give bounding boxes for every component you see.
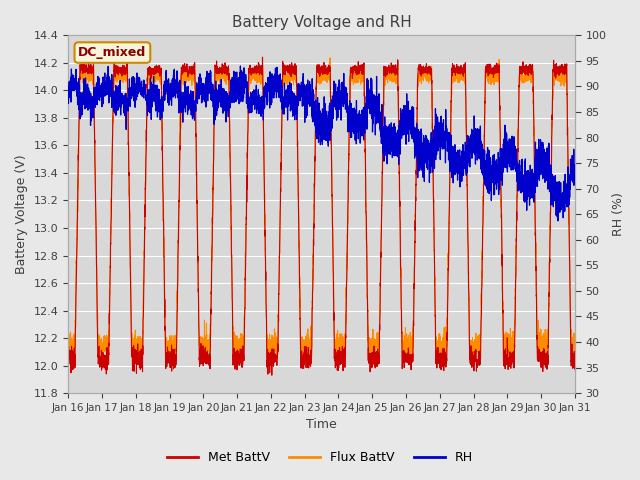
Y-axis label: RH (%): RH (%) xyxy=(612,192,625,236)
Text: DC_mixed: DC_mixed xyxy=(78,46,147,59)
X-axis label: Time: Time xyxy=(306,419,337,432)
Y-axis label: Battery Voltage (V): Battery Voltage (V) xyxy=(15,155,28,274)
Title: Battery Voltage and RH: Battery Voltage and RH xyxy=(232,15,412,30)
Legend: Met BattV, Flux BattV, RH: Met BattV, Flux BattV, RH xyxy=(162,446,478,469)
